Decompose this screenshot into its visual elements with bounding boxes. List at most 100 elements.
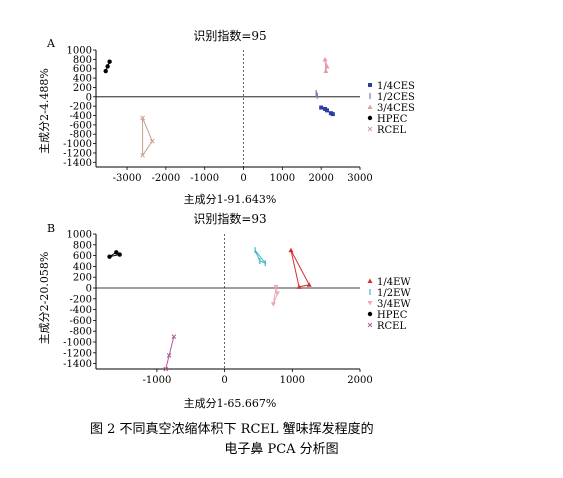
legend-label: RCEL <box>377 321 406 332</box>
series-1-4ces <box>319 105 335 117</box>
y-tick-label: -600 <box>70 120 92 131</box>
y-tick-label: -600 <box>70 316 92 327</box>
legend-marker <box>367 126 373 132</box>
data-point <box>166 353 172 358</box>
data-point <box>107 254 112 259</box>
data-point <box>274 291 280 296</box>
panel-label: B <box>47 222 55 235</box>
x-tick-label: -1000 <box>190 173 219 184</box>
y-tick-label: -200 <box>70 294 92 305</box>
data-point <box>107 59 112 64</box>
data-point <box>319 105 324 110</box>
x-tick-label: 0 <box>221 375 227 386</box>
data-point <box>117 252 122 257</box>
legend-label: 1/2EW <box>377 288 411 299</box>
x-tick-label: 2000 <box>347 375 372 386</box>
data-point <box>306 282 312 287</box>
panel-label: A <box>46 37 56 50</box>
data-point <box>288 247 294 253</box>
series-outline <box>165 336 175 370</box>
x-tick-label: -2000 <box>151 173 180 184</box>
x-axis-label: 主成分1-91.643% <box>184 193 277 206</box>
y-tick-label: -800 <box>70 327 92 338</box>
series-3-4ces <box>322 56 330 74</box>
data-point <box>324 63 330 69</box>
series-outline <box>290 249 310 288</box>
y-tick-label: -1400 <box>63 158 92 169</box>
data-point <box>114 250 119 255</box>
x-tick-label: -3000 <box>113 173 142 184</box>
data-point <box>140 115 145 121</box>
legend-marker <box>367 322 373 328</box>
data-point <box>323 68 329 74</box>
series-1-4ew <box>288 247 312 289</box>
y-axis-label: 主成分2-20.058% <box>38 252 51 345</box>
legend-marker <box>367 311 373 317</box>
chart-title: 识别指数=95 <box>193 28 266 43</box>
data-point <box>103 68 108 74</box>
y-tick-label: -1000 <box>63 139 92 150</box>
legend-label: 3/4CES <box>377 103 415 114</box>
series-outline <box>142 117 153 157</box>
legend-label: 1/2CES <box>377 92 415 103</box>
x-tick-label: 0 <box>240 173 246 184</box>
x-tick-label: 1000 <box>280 375 305 386</box>
y-tick-label: 400 <box>73 74 92 85</box>
figure-caption-line1: 图 2 不同真空浓缩体积下 RCEL 蟹味挥发程度的 <box>90 422 374 437</box>
y-tick-label: -200 <box>70 102 92 113</box>
y-tick-label: 200 <box>73 273 92 284</box>
series-1-2ces <box>315 90 318 99</box>
series-outline <box>272 286 278 305</box>
legend-label: HPEC <box>377 114 408 125</box>
legend-marker <box>367 104 373 109</box>
y-tick-label: 1000 <box>67 46 92 57</box>
data-point <box>171 334 177 339</box>
y-axis-label: 主成分2-4.488% <box>38 68 51 154</box>
chart-panel-a: A识别指数=9510008006004002000-200-400-600-80… <box>38 28 415 206</box>
y-tick-label: 200 <box>73 83 92 94</box>
data-point <box>296 284 302 289</box>
data-point <box>330 112 335 117</box>
y-tick-label: 800 <box>73 55 92 66</box>
x-tick-label: 3000 <box>347 173 372 184</box>
legend-marker <box>368 83 372 87</box>
series-rcel <box>163 334 177 372</box>
y-tick-label: 600 <box>73 251 92 262</box>
legend-label: RCEL <box>377 125 406 136</box>
chart-panel-b: B识别指数=9310008006004002000-200-400-600-80… <box>38 211 411 410</box>
y-tick-label: -400 <box>70 305 92 316</box>
chart-title: 识别指数=93 <box>193 211 266 226</box>
legend-label: 1/4CES <box>377 81 415 92</box>
series-hpec <box>103 59 112 74</box>
series-3-4ew <box>270 284 280 307</box>
x-tick-label: -1000 <box>143 375 172 386</box>
y-tick-label: 400 <box>73 262 92 273</box>
x-tick-label: 1000 <box>270 173 295 184</box>
series-outline <box>324 59 328 72</box>
y-tick-label: 0 <box>86 284 92 295</box>
y-tick-label: -800 <box>70 130 92 141</box>
y-tick-label: 0 <box>86 92 92 103</box>
series-rcel <box>140 115 155 158</box>
x-tick-label: 2000 <box>308 173 333 184</box>
legend-marker <box>367 278 373 283</box>
data-point <box>163 366 169 372</box>
data-point <box>105 64 110 69</box>
y-tick-label: -1200 <box>63 148 92 159</box>
y-tick-label: -1000 <box>63 338 92 349</box>
legend-marker <box>367 115 373 121</box>
data-point <box>270 302 276 307</box>
series-outline <box>254 249 267 265</box>
data-point <box>149 138 155 144</box>
y-tick-label: 800 <box>73 240 92 251</box>
legend-label: 1/4EW <box>377 277 411 288</box>
legend-label: 3/4EW <box>377 299 411 310</box>
legend-marker <box>367 301 373 306</box>
y-tick-label: -1400 <box>63 359 92 370</box>
x-axis-label: 主成分1-65.667% <box>184 397 277 410</box>
legend-label: HPEC <box>377 310 408 321</box>
data-point <box>322 56 328 62</box>
data-point <box>325 108 329 113</box>
figure-caption-line2: 电子鼻 PCA 分析图 <box>224 442 339 457</box>
